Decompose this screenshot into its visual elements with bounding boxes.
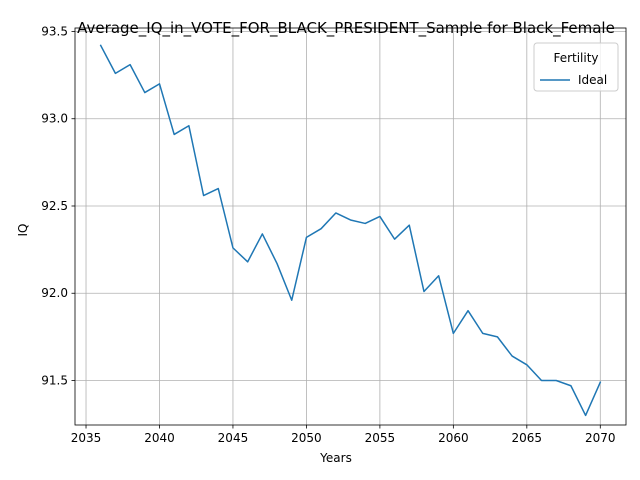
series-line-ideal [99, 44, 602, 417]
x-tick-label: 2035 [71, 431, 102, 445]
y-tick-label: 91.5 [41, 374, 68, 388]
y-tick-label: 93.0 [41, 112, 68, 126]
legend-box [533, 42, 619, 92]
y-tick-label: 93.5 [41, 24, 68, 38]
chart-title: Average_IQ_in_VOTE_FOR_BLACK_PRESIDENT_S… [77, 19, 615, 38]
y-tick-label: 92.5 [41, 199, 68, 213]
grid [75, 28, 626, 425]
y-axis-label: IQ [16, 224, 30, 237]
x-tick-label: 2050 [291, 431, 322, 445]
x-tick-label: 2060 [438, 431, 469, 445]
legend: Fertility Ideal [533, 42, 619, 92]
x-tick-label: 2040 [144, 431, 175, 445]
x-axis-label: Years [319, 451, 352, 465]
plot-frame [74, 27, 627, 426]
x-axis: 2035 2040 2045 2050 2055 2060 2065 2070 [71, 425, 616, 445]
x-tick-label: 2045 [218, 431, 249, 445]
y-axis: 91.5 92.0 92.5 93.0 93.5 [41, 24, 75, 388]
series-layer [99, 44, 602, 417]
x-tick-label: 2070 [585, 431, 616, 445]
legend-title: Fertility [553, 51, 598, 65]
y-tick-label: 92.0 [41, 286, 68, 300]
legend-entry-label: Ideal [578, 73, 607, 87]
x-tick-label: 2065 [512, 431, 543, 445]
x-tick-label: 2055 [365, 431, 396, 445]
